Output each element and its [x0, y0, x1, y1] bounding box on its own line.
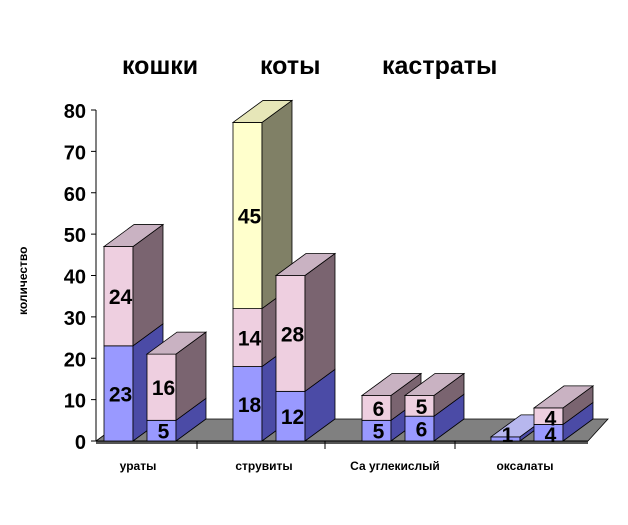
bar-segment-side — [304, 252, 336, 393]
bar-top — [102, 224, 165, 247]
bar-segment-front — [361, 395, 392, 421]
bar-top — [274, 253, 337, 276]
bar-segment-front — [275, 275, 306, 392]
data-label: 4 — [545, 407, 557, 430]
bar-top — [403, 373, 466, 396]
y-tick-label: 50 — [64, 225, 86, 247]
chart-floor-edge — [96, 441, 588, 444]
bar-segment-front — [232, 308, 263, 367]
data-label: 16 — [152, 377, 175, 400]
y-tick-label: 30 — [64, 308, 86, 330]
data-label: 5 — [158, 421, 170, 444]
y-tick-label: 60 — [64, 184, 86, 206]
data-label: 24 — [109, 286, 133, 309]
bar-top — [360, 373, 423, 396]
data-label: 12 — [281, 406, 304, 429]
bar-segment-front — [404, 415, 435, 442]
legend-label-kastraty: кастраты — [382, 52, 498, 80]
y-axis-label: количество — [16, 246, 30, 315]
y-tick-label: 0 — [75, 432, 86, 454]
data-label: 5 — [416, 396, 428, 419]
data-label: 23 — [109, 383, 132, 406]
legend-label-koty: коты — [260, 52, 321, 80]
y-tick-label: 70 — [64, 142, 86, 164]
x-category-label: ураты — [120, 459, 157, 473]
data-label: 4 — [545, 424, 557, 447]
data-label: 1 — [502, 424, 514, 447]
x-category-label: Са углекислый — [350, 459, 440, 473]
data-label: 6 — [373, 398, 385, 421]
bar-top — [145, 331, 208, 355]
legend-label-koshki: кошки — [122, 52, 199, 80]
y-tick-label: 40 — [64, 267, 86, 289]
bar-segment-front — [103, 246, 134, 347]
x-category-label: струвиты — [235, 459, 292, 473]
x-category-label: оксалаты — [496, 459, 553, 473]
data-label: 45 — [238, 206, 262, 229]
data-label: 6 — [416, 419, 428, 442]
y-tick-label: 20 — [64, 349, 86, 371]
bar-segment-front — [103, 345, 134, 442]
y-tick-label: 80 — [64, 101, 86, 123]
data-label: 28 — [281, 323, 305, 346]
data-label: 14 — [238, 328, 262, 351]
bar-top — [231, 100, 294, 123]
data-label: 18 — [238, 394, 262, 417]
y-tick-label: 10 — [64, 391, 86, 413]
bar-top — [532, 385, 595, 409]
data-label: 5 — [373, 421, 385, 444]
bar-segment-front — [232, 122, 263, 309]
